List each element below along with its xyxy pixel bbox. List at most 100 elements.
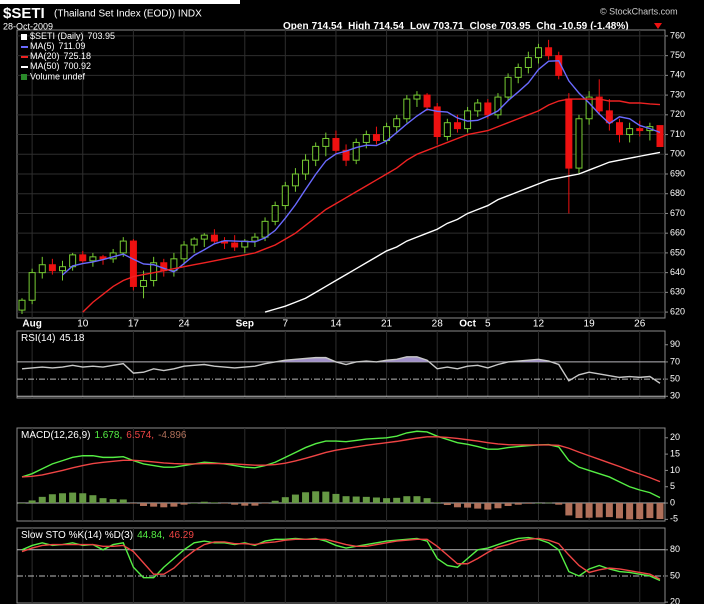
histogram-bar [302,492,310,504]
legend-entry: MA(20) 725.18 [30,51,91,61]
y-tick-label: 740 [670,70,685,80]
y-tick-label: 720 [670,109,685,119]
candle-body [514,66,522,78]
histogram-bar [534,503,542,504]
y-tick-label: 630 [670,287,685,297]
candle-body [342,149,350,161]
candle-body [545,47,553,57]
y-tick-label: 0 [670,497,675,507]
candle-body [291,173,299,187]
y-tick-label: 680 [670,188,685,198]
panel-title: MACD(12,26,9) [21,430,90,441]
copyright: © StockCharts.com [600,6,678,16]
candle-body [403,98,411,120]
candle-body [615,122,623,136]
panel-value: 45.18 [59,333,84,344]
x-tick-label: 21 [381,319,393,330]
candle-body [433,106,441,138]
symbol: $SETI [3,5,45,22]
histogram-bar [200,501,208,504]
candle-body [190,238,198,246]
histogram-bar [585,503,593,518]
y-tick-label: 5 [670,481,675,491]
candle-body [322,137,330,147]
y-tick-label: 660 [670,228,685,238]
quote-value: 714.54 [373,21,404,32]
x-tick-label: Aug [22,319,41,330]
candle-body [271,205,279,222]
histogram-bar [48,494,56,504]
histogram-bar [190,503,198,504]
panel [16,527,666,604]
candle-body [494,96,502,116]
candle-body [413,94,421,100]
description: (Thailand Set Index (EOD)) INDX [54,9,202,20]
candle-body [332,137,340,151]
histogram-bar [180,503,188,505]
histogram-bar [484,503,492,510]
candle-body [504,76,512,98]
legend-entry: Volume undef [30,71,86,81]
histogram-bar [595,503,603,518]
quote-value: -10.59 [559,21,588,32]
histogram-bar [514,503,522,505]
histogram-bar [636,503,644,520]
legend-swatch [21,34,27,40]
histogram-bar [251,503,259,506]
series-line [21,537,661,580]
histogram-bar [281,497,289,504]
x-tick-label: 26 [634,319,646,330]
histogram-bar [79,493,87,504]
candle-body [484,102,492,116]
histogram-bar [565,503,573,516]
panel-header: Slow STO %K(14) %D(3) 44.84, 46.29 [21,530,194,541]
histogram-bar [109,499,117,504]
candle-body [99,256,107,260]
histogram-bar [646,503,654,519]
quote-value: 703.95 [500,21,531,32]
candle-body [393,118,401,128]
histogram-bar [474,503,482,509]
candle-body [453,122,461,130]
candle-body [585,96,593,120]
x-tick-label: 19 [584,319,596,330]
candle-body [48,264,56,272]
series-line [62,60,661,276]
panel-title: Slow STO %K(14) %D(3) [21,530,133,541]
candle-body [443,122,451,138]
x-tick-label: 24 [178,319,190,330]
histogram-bar [352,496,360,504]
y-tick-label: 50 [670,570,680,580]
x-tick-label: Oct [459,319,476,330]
candle-body [231,242,239,248]
candle-body [18,299,26,311]
y-tick-label: 20 [670,597,680,604]
histogram-bar [575,503,583,519]
candle-body [281,185,289,207]
histogram-bar [423,498,431,504]
histogram-bar [656,503,664,520]
histogram-bar [129,503,137,504]
histogram-bar [291,494,299,504]
candle-body [626,128,634,136]
quote-value: 714.54 [312,21,343,32]
histogram-bar [413,496,421,504]
series-line [21,356,661,384]
candle-body [312,145,320,161]
panel-value: 44.84, [137,530,165,541]
legend-name: MA(50) [30,61,60,71]
candle-body [474,102,482,112]
histogram-bar [372,497,380,504]
histogram-bar [261,503,269,504]
legend-entry: $SETI (Daily) 703.95 [30,31,115,41]
y-tick-label: 730 [670,89,685,99]
quote-label: Close [470,21,498,32]
panel-value: 1.678, [94,430,122,441]
y-tick-label: 90 [670,339,680,349]
candle-body [200,234,208,240]
legend-name: MA(20) [30,51,60,61]
histogram-bar [464,503,472,508]
quote-value: 703.71 [433,21,464,32]
x-tick-label: 10 [77,319,89,330]
